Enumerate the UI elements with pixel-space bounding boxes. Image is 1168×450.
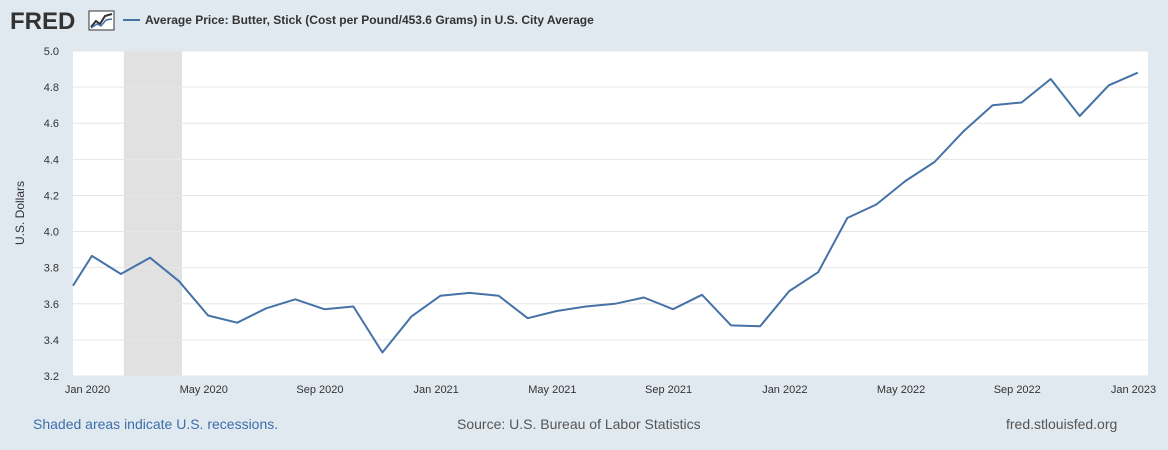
y-tick-label-3.6: 3.6 bbox=[44, 299, 59, 311]
x-tick-label-jan-2021: Jan 2021 bbox=[414, 384, 459, 396]
y-tick-label-3.8: 3.8 bbox=[44, 263, 59, 275]
x-tick-label-sep-2021: Sep 2021 bbox=[645, 384, 692, 396]
x-tick-label-sep-2022: Sep 2022 bbox=[994, 384, 1041, 396]
x-tick-label-sep-2020: Sep 2020 bbox=[296, 384, 343, 396]
source-text: Source: U.S. Bureau of Labor Statistics bbox=[457, 416, 701, 432]
y-tick-label-5.0: 5.0 bbox=[44, 46, 59, 58]
y-tick-label-4.2: 4.2 bbox=[44, 190, 59, 202]
x-tick-label-may-2021: May 2021 bbox=[528, 384, 576, 396]
x-tick-label-jan-2023: Jan 2023 bbox=[1111, 384, 1156, 396]
legend-label: Average Price: Butter, Stick (Cost per P… bbox=[145, 13, 594, 27]
recession-shading bbox=[123, 51, 182, 376]
legend[interactable]: Average Price: Butter, Stick (Cost per P… bbox=[123, 13, 594, 27]
plot-area[interactable] bbox=[73, 51, 1148, 376]
y-tick-label-3.2: 3.2 bbox=[44, 371, 59, 383]
x-axis-ticks: Jan 2020 May 2020 Sep 2020 Jan 2021 May 2021… bbox=[65, 384, 1156, 396]
y-tick-label-4.0: 4.0 bbox=[44, 227, 59, 239]
series-line-1[interactable] bbox=[72, 71, 1139, 354]
fred-logo[interactable]: FRED bbox=[10, 8, 115, 35]
series-layer[interactable] bbox=[72, 71, 1139, 354]
fred-site-link[interactable]: fred.stlouisfed.org bbox=[1006, 416, 1118, 432]
grid-lines bbox=[73, 50, 1148, 377]
x-tick-label-may-2022: May 2022 bbox=[877, 384, 925, 396]
y-axis-title: U.S. Dollars bbox=[13, 181, 27, 245]
y-tick-label-4.8: 4.8 bbox=[44, 82, 59, 94]
y-tick-label-4.6: 4.6 bbox=[44, 118, 59, 130]
recession-band-1 bbox=[123, 51, 182, 376]
logo-graph-icon bbox=[88, 10, 115, 31]
logo-text: FRED bbox=[10, 8, 75, 35]
recession-note-link[interactable]: Shaded areas indicate U.S. recessions. bbox=[33, 416, 279, 432]
y-axis-ticks: 3.2 3.4 3.6 3.8 4.0 4.2 4.4 4.6 4.8 5.0 bbox=[44, 46, 59, 383]
x-tick-label-jan-2020: Jan 2020 bbox=[65, 384, 110, 396]
y-tick-label-3.4: 3.4 bbox=[44, 335, 59, 347]
x-tick-label-jan-2022: Jan 2022 bbox=[762, 384, 807, 396]
y-tick-label-4.4: 4.4 bbox=[44, 154, 59, 166]
x-tick-label-may-2020: May 2020 bbox=[180, 384, 228, 396]
